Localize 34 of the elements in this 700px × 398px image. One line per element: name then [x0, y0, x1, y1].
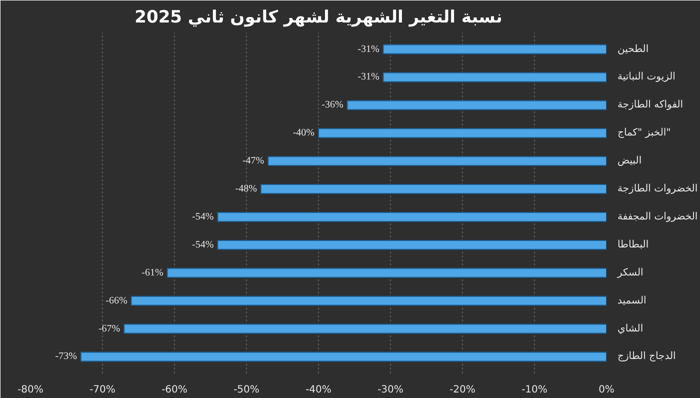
x-tick-label: -60% — [162, 384, 188, 396]
y-tick-label: السكر — [616, 267, 644, 278]
data-label: -36% — [322, 100, 344, 111]
x-tick-label: -70% — [90, 384, 116, 396]
y-tick-label: البيض — [618, 156, 642, 167]
y-tick-label: الخضروات الطازجة — [618, 184, 698, 195]
data-label: -54% — [192, 211, 214, 222]
data-label: -73% — [55, 351, 77, 362]
y-tick-label: البطاطا — [618, 239, 649, 250]
y-tick-label: الدجاج الطازج — [618, 351, 676, 362]
chart-title: نسبة التغير الشهرية لشهر كانون ثاني 2025 — [134, 8, 502, 28]
data-label: -66% — [106, 295, 128, 306]
x-tick-label: -20% — [450, 384, 476, 396]
y-tick-label: الزيوت النباتية — [618, 72, 676, 83]
y-tick-label: الشاي — [618, 323, 644, 334]
x-tick-label: -10% — [522, 384, 548, 396]
data-label: -31% — [358, 44, 380, 55]
x-tick-label: -80% — [18, 384, 44, 396]
y-tick-label: الخضروات المجففة — [618, 211, 698, 222]
data-label: -67% — [98, 323, 120, 334]
x-tick-label: 0% — [598, 384, 614, 396]
data-label: -54% — [192, 239, 214, 250]
y-tick-label: الخبز "كماج" — [618, 128, 671, 139]
x-tick-label: -40% — [306, 384, 332, 396]
y-tick-label: الطحين — [618, 44, 649, 55]
data-label: -47% — [242, 156, 264, 167]
data-label: -31% — [358, 72, 380, 83]
y-tick-label: الفواكه الطازجة — [618, 100, 684, 111]
y-tick-label: السميد — [618, 295, 646, 306]
x-tick-label: -30% — [378, 384, 404, 396]
data-label: -48% — [235, 184, 257, 195]
data-label: -61% — [142, 267, 164, 278]
x-tick-label: -50% — [234, 384, 260, 396]
data-label: -40% — [292, 128, 315, 139]
